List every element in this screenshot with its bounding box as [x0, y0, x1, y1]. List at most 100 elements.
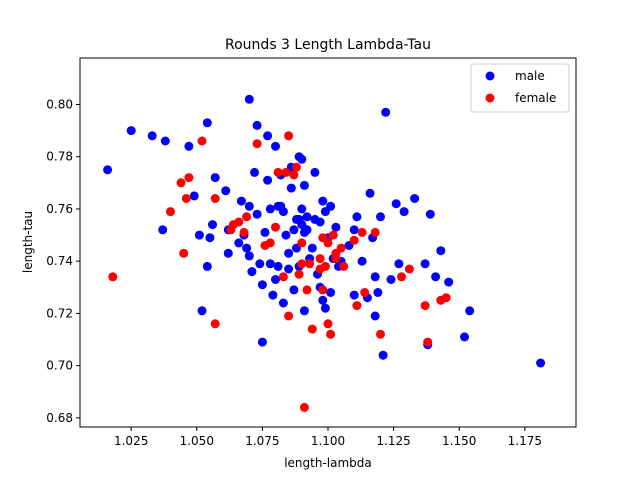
male-point	[376, 212, 385, 222]
male-point	[244, 201, 254, 211]
male-point	[271, 141, 280, 151]
male-point	[247, 267, 257, 277]
female-point	[210, 194, 220, 203]
male-point	[378, 350, 388, 360]
male-point	[352, 212, 362, 222]
male-point	[271, 275, 280, 284]
male-point	[263, 175, 273, 185]
male-point	[257, 337, 267, 347]
female-point	[328, 230, 338, 240]
male-point	[365, 188, 375, 198]
female-point	[278, 272, 288, 282]
male-point	[299, 306, 309, 316]
male-point	[320, 303, 330, 313]
legend-marker-female	[485, 93, 495, 103]
female-point	[271, 222, 280, 232]
male-point	[302, 212, 312, 222]
male-point	[252, 120, 262, 130]
female-point	[305, 259, 315, 269]
female-point	[360, 288, 370, 297]
male-point	[326, 288, 336, 297]
female-point	[179, 248, 189, 258]
female-point	[299, 402, 309, 412]
points-layer	[103, 94, 546, 412]
y-tick-label: 0.80	[46, 97, 73, 111]
male-point	[103, 165, 113, 175]
male-point	[310, 167, 320, 177]
female-point	[184, 173, 194, 183]
female-point	[284, 311, 294, 321]
male-point	[234, 238, 244, 248]
female-point	[352, 301, 362, 311]
chart-title: Rounds 3 Length Lambda-Tau	[225, 37, 431, 53]
male-point	[257, 280, 267, 290]
legend-box	[470, 63, 570, 113]
female-point	[181, 194, 191, 203]
y-tick-label: 0.78	[46, 150, 73, 164]
male-point	[399, 207, 409, 217]
x-tick-label: 1.125	[376, 434, 410, 448]
female-point	[234, 217, 244, 227]
female-point	[357, 227, 367, 237]
male-point	[436, 246, 446, 256]
male-point	[391, 199, 401, 209]
x-axis-ticks: 1.025 1.050 1.075 1.100 1.125 1.150 1.175	[114, 427, 542, 448]
male-point	[318, 295, 328, 305]
x-tick-label: 1.100	[311, 434, 345, 448]
male-point	[460, 332, 469, 342]
female-point	[292, 162, 301, 172]
male-point	[315, 217, 325, 227]
female-point	[370, 227, 380, 237]
female-point	[376, 329, 385, 339]
male-point	[184, 141, 194, 151]
male-point	[252, 209, 262, 219]
female-point	[336, 243, 346, 253]
legend-label-female: female	[515, 91, 556, 105]
y-tick-label: 0.74	[46, 254, 73, 268]
female-point	[289, 170, 299, 180]
female-point	[176, 178, 186, 188]
male-point	[244, 94, 254, 104]
female-point	[273, 167, 283, 177]
male-point	[297, 154, 307, 164]
female-point	[242, 212, 252, 222]
female-point	[307, 324, 317, 334]
male-point	[284, 264, 294, 274]
female-point	[265, 238, 275, 248]
male-point	[425, 209, 435, 219]
male-point	[268, 290, 278, 300]
male-point	[265, 259, 275, 269]
male-point	[265, 204, 275, 214]
male-point	[289, 225, 299, 235]
male-point	[444, 277, 454, 287]
male-point	[381, 107, 391, 117]
male-point	[284, 248, 294, 258]
legend: male female	[470, 63, 570, 113]
female-point	[404, 264, 414, 274]
male-point	[273, 261, 283, 271]
male-point	[160, 136, 170, 146]
male-point	[420, 259, 430, 269]
y-axis-label: length-tau	[21, 211, 35, 273]
male-point	[189, 191, 199, 201]
y-tick-label: 0.68	[46, 411, 73, 425]
male-point	[250, 167, 259, 177]
female-point	[166, 207, 175, 217]
male-point	[286, 183, 296, 193]
female-point	[326, 329, 336, 339]
male-point	[223, 248, 233, 258]
female-point	[320, 261, 330, 271]
male-point	[126, 126, 136, 136]
male-point	[202, 118, 212, 128]
male-point	[210, 173, 220, 183]
male-point	[158, 225, 168, 235]
female-point	[302, 285, 312, 295]
male-point	[370, 272, 380, 282]
male-point	[331, 222, 341, 232]
female-point	[331, 254, 341, 264]
female-point	[318, 285, 328, 295]
female-point	[349, 235, 359, 245]
female-point	[252, 139, 262, 149]
female-point	[284, 131, 294, 141]
